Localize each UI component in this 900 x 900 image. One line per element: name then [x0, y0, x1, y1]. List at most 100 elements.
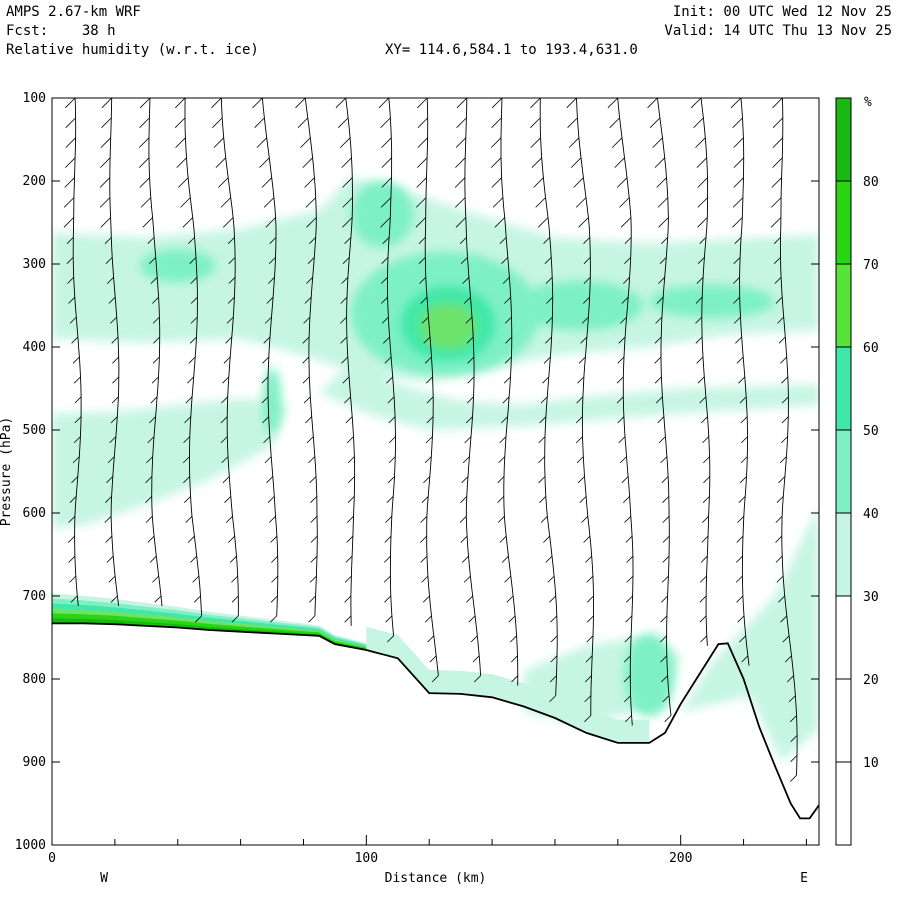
barb-flag — [422, 595, 430, 603]
barb-flag — [778, 595, 785, 603]
barb-flag — [417, 98, 428, 109]
barb-flag — [782, 635, 790, 643]
barb-flag — [733, 257, 741, 264]
barb-flag — [220, 436, 228, 444]
barb-flag — [101, 117, 112, 128]
barb-flag — [466, 336, 474, 344]
barb-flag — [781, 416, 789, 424]
barb-flag — [225, 516, 233, 523]
barb-flag — [474, 675, 481, 683]
barb-flag — [178, 177, 189, 188]
barb-flag — [175, 137, 186, 148]
rh-upper-tongue — [350, 181, 414, 248]
rh-slope-patch — [624, 633, 675, 717]
barb-flag — [386, 376, 393, 384]
barb-flag — [461, 476, 469, 484]
barb-flag — [781, 376, 789, 384]
barb-flag — [68, 555, 76, 563]
barb-flag — [620, 217, 632, 228]
barb-flag — [695, 296, 703, 304]
barb-flag — [498, 456, 506, 464]
model-title: AMPS 2.67-km WRF — [6, 4, 141, 20]
barb-staff — [464, 98, 482, 676]
barb-flag — [466, 396, 474, 404]
barb-flag — [788, 695, 796, 703]
colorbar-unit: % — [864, 95, 872, 110]
barb-flag — [417, 137, 428, 148]
barb-flag — [575, 436, 583, 444]
barb-flag — [537, 217, 549, 228]
barb-flag — [420, 296, 428, 304]
y-tick-label: 700 — [23, 589, 46, 604]
barb-flag — [625, 715, 632, 723]
barb-flag — [264, 456, 272, 464]
barb-flag — [344, 396, 351, 404]
barb-flag — [346, 535, 354, 543]
barb-flag — [695, 137, 706, 148]
barb-flag — [654, 376, 662, 384]
barb-flag — [227, 237, 235, 244]
barb-flag — [545, 277, 553, 284]
barb-staff — [72, 98, 82, 607]
barb-flag — [338, 117, 349, 128]
barb-flag — [305, 416, 312, 424]
barb-flag — [585, 655, 593, 663]
barb-flag — [618, 336, 626, 344]
barb-flag — [426, 416, 434, 424]
barb-staff — [576, 98, 594, 716]
barb-flag — [341, 157, 352, 168]
barb-flag — [383, 555, 391, 563]
barb-flag — [547, 575, 555, 583]
barb-flag — [309, 476, 317, 484]
barb-flag — [387, 635, 394, 643]
barb-flag — [501, 555, 509, 563]
barb-flag — [228, 535, 235, 543]
y-tick-label: 800 — [23, 672, 46, 687]
barb-flag — [263, 436, 271, 444]
barb-flag — [381, 157, 392, 168]
barb-flag — [304, 177, 315, 188]
terrain-line — [52, 622, 819, 820]
barb-flag — [549, 595, 556, 603]
barb-flag — [223, 356, 231, 364]
barb-flag — [695, 336, 703, 344]
barb-staff — [500, 98, 519, 686]
barb-flag — [626, 575, 634, 583]
barb-flag — [543, 356, 551, 364]
barb-flag — [218, 177, 229, 188]
forecast-hour: Fcst: 38 h — [6, 23, 116, 39]
east-label: E — [800, 871, 808, 886]
barb-flag — [499, 535, 507, 543]
barb-flag — [147, 436, 155, 444]
barb-flag — [388, 456, 396, 464]
barb-flag — [530, 117, 541, 128]
barb-flag — [189, 257, 197, 264]
barb-flag — [510, 655, 518, 663]
barb-flag — [584, 675, 592, 683]
barb-flag — [111, 336, 119, 344]
barb-flag — [661, 595, 668, 603]
x-tick-label: 100 — [355, 851, 378, 866]
barb-flag — [188, 237, 195, 244]
barb-flag — [790, 715, 797, 723]
barb-flag — [418, 237, 426, 244]
barb-staff — [109, 98, 120, 607]
barb-flag — [656, 177, 667, 188]
barb-flag — [772, 98, 783, 109]
barb-flag — [658, 436, 666, 444]
barb-flag — [732, 117, 743, 128]
barb-flag — [573, 177, 584, 188]
barb-flag — [415, 217, 426, 228]
barb-column — [378, 98, 396, 643]
barb-column — [295, 98, 318, 623]
barb-column — [647, 98, 672, 723]
barb-flag — [259, 157, 270, 168]
barb-column — [174, 98, 203, 623]
barb-flag — [586, 635, 594, 643]
barb-flag — [733, 177, 744, 188]
barb-flag — [789, 775, 797, 782]
barb-flag — [384, 356, 392, 364]
barb-flag — [149, 555, 157, 563]
